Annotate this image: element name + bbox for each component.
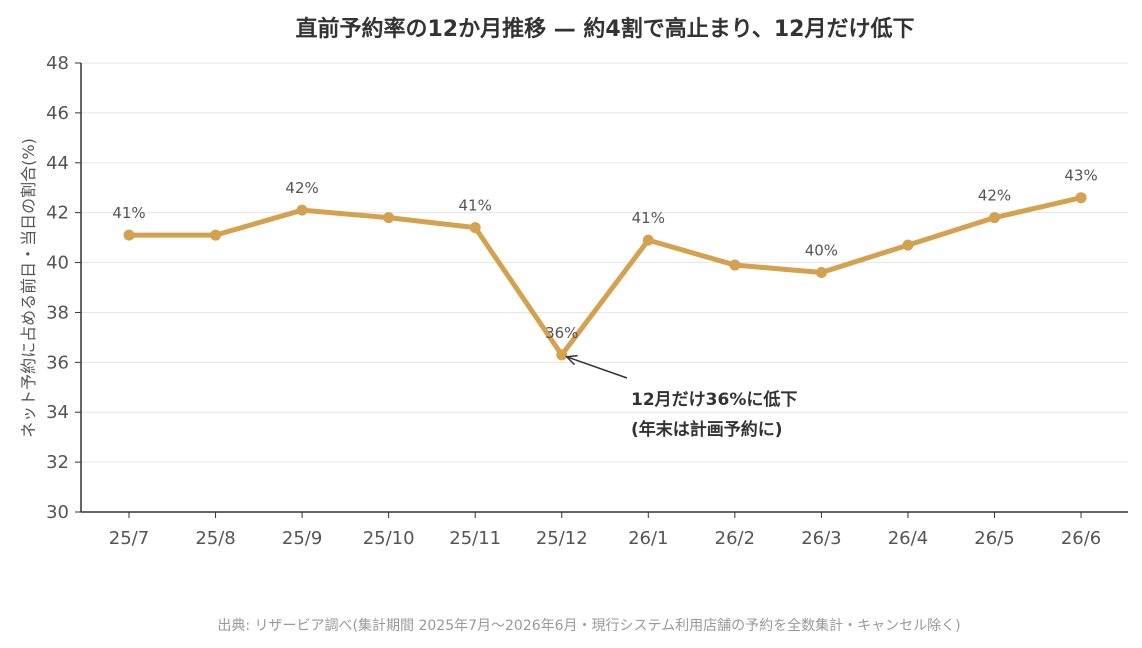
x-tick-label: 26/4 xyxy=(888,528,928,549)
x-axis-ticks: 25/7 25/8 25/9 25/10 25/11 25/12 26/1 26/2 26/3 2… xyxy=(109,512,1101,549)
data-point xyxy=(815,267,827,279)
x-tick-label: 25/12 xyxy=(536,528,588,549)
x-tick-label: 26/1 xyxy=(628,528,668,549)
y-tick-label: 38 xyxy=(46,302,69,323)
data-point xyxy=(642,234,654,246)
chart-title: 直前予約率の12か月推移 — 約4割で高止まり、12月だけ低下 xyxy=(296,16,915,42)
data-point xyxy=(469,222,481,234)
annotation-line-2: (年末は計画予約に) xyxy=(631,419,783,440)
gridlines xyxy=(81,62,1128,463)
data-point xyxy=(210,229,222,241)
data-label: 41% xyxy=(112,204,145,222)
annotation-arrowhead xyxy=(565,354,578,366)
x-tick-label: 26/2 xyxy=(715,528,755,549)
y-tick-label: 32 xyxy=(46,452,69,473)
y-tick-label: 40 xyxy=(46,253,69,274)
data-point xyxy=(556,349,568,361)
y-tick-label: 34 xyxy=(46,402,69,423)
y-tick-label: 36 xyxy=(46,352,69,373)
data-label: 42% xyxy=(978,187,1011,205)
y-tick-label: 44 xyxy=(46,153,69,174)
data-point xyxy=(383,212,395,224)
data-label: 43% xyxy=(1064,167,1097,185)
data-point xyxy=(989,212,1000,224)
x-tick-label: 26/3 xyxy=(801,528,841,549)
y-tick-label: 46 xyxy=(46,103,69,124)
data-point xyxy=(729,259,741,271)
x-tick-label: 25/7 xyxy=(109,528,149,549)
data-label: 36% xyxy=(545,324,578,342)
x-tick-label: 25/11 xyxy=(449,528,501,549)
x-tick-label: 25/9 xyxy=(282,528,322,549)
y-tick-label: 48 xyxy=(46,53,69,74)
data-labels: 41% 42% 41% 36% 41% 40% 42% 43% xyxy=(112,167,1097,342)
x-tick-label: 25/10 xyxy=(363,528,415,549)
x-tick-label: 26/5 xyxy=(974,528,1014,549)
series-line xyxy=(126,195,1084,358)
x-tick-label: 25/8 xyxy=(195,528,235,549)
annotation-arrow xyxy=(566,356,628,379)
data-label: 41% xyxy=(632,209,665,227)
data-point xyxy=(902,239,914,251)
data-point xyxy=(1075,192,1087,204)
x-tick-label: 26/6 xyxy=(1061,528,1101,549)
data-label: 42% xyxy=(285,179,318,197)
source-note: 出典: リザービア調べ(集計期間 2025年7月〜2026年6月・現行システム利… xyxy=(217,617,960,634)
data-points xyxy=(123,192,1087,361)
data-point xyxy=(296,204,308,216)
data-label: 40% xyxy=(805,242,838,260)
annotation-line-1: 12月だけ36%に低下 xyxy=(631,389,797,410)
data-point xyxy=(123,229,135,241)
y-axis-label: ネット予約に占める前日・当日の割合(%) xyxy=(19,138,38,438)
y-axis-ticks: 30 32 34 36 38 40 42 44 46 48 xyxy=(46,53,81,523)
y-tick-label: 30 xyxy=(46,502,69,523)
y-tick-label: 42 xyxy=(46,203,69,224)
data-label: 41% xyxy=(459,197,492,215)
